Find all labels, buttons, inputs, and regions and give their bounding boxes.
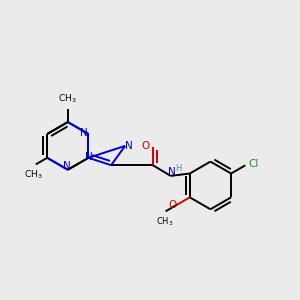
Text: N: N [80, 128, 87, 138]
Text: N: N [85, 152, 92, 162]
Text: O: O [168, 200, 176, 210]
Text: N: N [124, 141, 132, 151]
Text: N: N [168, 167, 176, 177]
Text: CH$_3$: CH$_3$ [58, 92, 77, 105]
Text: O: O [141, 142, 150, 152]
Text: CH$_3$: CH$_3$ [24, 169, 43, 181]
Text: CH$_3$: CH$_3$ [156, 215, 173, 228]
Text: N: N [63, 161, 70, 171]
Text: Cl: Cl [249, 160, 259, 170]
Text: H: H [175, 164, 181, 173]
